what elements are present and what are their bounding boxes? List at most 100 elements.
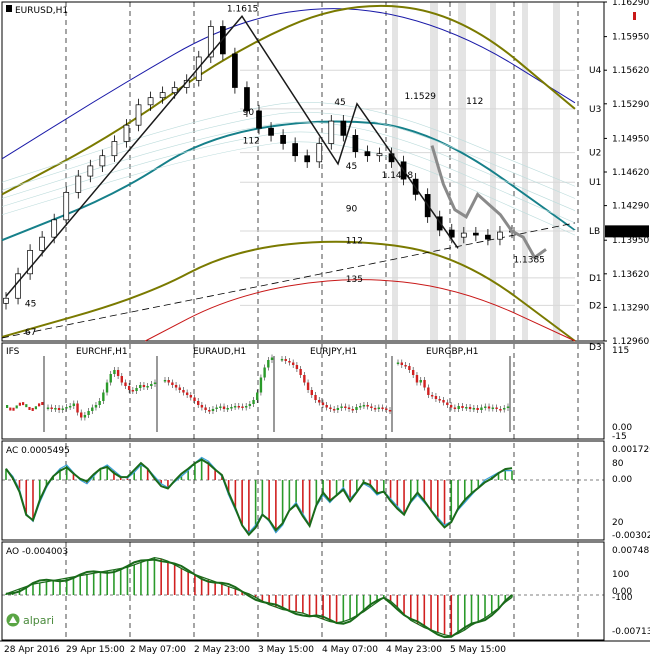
ifs-bar — [453, 407, 457, 409]
ifs-bar — [46, 407, 50, 409]
price-tick-label: 1.16290 — [612, 0, 649, 8]
ifs-bar — [373, 408, 377, 410]
ifs-bar — [150, 384, 153, 386]
fib-label: 45 — [334, 98, 345, 108]
ifs-bar — [18, 402, 21, 406]
candle-body — [111, 141, 118, 157]
candle-body — [244, 87, 250, 112]
band-olive-lower — [1, 240, 576, 342]
fib-label: 45 — [346, 162, 357, 172]
price-tick-label: 1.13290 — [612, 303, 649, 313]
ifs-bar — [415, 375, 419, 383]
ifs-bar — [438, 399, 441, 401]
ifs-bar — [465, 407, 468, 409]
ifs-bar — [120, 376, 123, 383]
candle-body — [147, 97, 154, 106]
candle-body — [87, 165, 94, 177]
candle-body — [135, 104, 142, 126]
ifs-bar — [105, 382, 109, 393]
ifs-bar — [244, 406, 248, 408]
fib-label: 67 — [25, 328, 36, 338]
candle-body — [340, 120, 347, 136]
candle-body — [99, 155, 106, 167]
brand: alpari — [6, 613, 54, 627]
ifs-bar — [91, 407, 94, 411]
time-axis-label: 4 May 23:00 — [386, 645, 442, 655]
ifs-bar — [12, 407, 15, 411]
panel-frame-main — [1, 1, 605, 342]
candle-body — [220, 26, 226, 55]
indicator-scale-label: 20 — [612, 518, 624, 528]
ifs-bar — [495, 407, 498, 409]
ifs-bar — [288, 361, 291, 363]
alpari-logo-icon — [6, 613, 20, 627]
ifs-bar — [321, 402, 325, 405]
candle-body — [448, 229, 455, 238]
ifs-bar — [291, 362, 295, 365]
ifs-bar — [189, 395, 193, 398]
ifs-bar — [336, 408, 340, 410]
candle-body — [280, 135, 286, 144]
ifs-bar — [116, 370, 120, 376]
panel-frame-ac — [1, 440, 605, 541]
session-band — [553, 3, 560, 340]
ifs-bar — [280, 359, 284, 361]
ifs-bar — [499, 409, 502, 411]
ifs-panel-label: EURJPY,H1 — [310, 347, 357, 357]
ifs-bar — [408, 366, 411, 370]
price-tick-label: 1.15290 — [612, 100, 649, 110]
ifs-bar — [80, 412, 83, 418]
ifs-bar — [303, 375, 306, 383]
session-band — [430, 3, 438, 340]
ifs-bar — [54, 408, 57, 410]
ifs-bar — [61, 408, 64, 410]
signal-line — [5, 556, 513, 637]
price-tick-label: 1.13620 — [612, 270, 649, 280]
level-label: D2 — [589, 301, 602, 311]
session-band — [522, 3, 528, 340]
ifs-bar — [219, 406, 222, 408]
level-label: U4 — [589, 66, 602, 76]
candle-body — [51, 219, 58, 238]
ifs-bar — [241, 406, 244, 408]
time-axis-label: 2 May 07:00 — [130, 645, 186, 655]
ifs-bar — [400, 362, 403, 365]
candle-body — [352, 135, 359, 152]
ifs-bar — [310, 390, 313, 395]
ifs-bar — [284, 359, 287, 361]
fib-label: 90 — [243, 108, 255, 118]
indicator-scale-label: 100 — [612, 570, 629, 580]
ifs-bar — [215, 407, 218, 409]
band-fan — [1, 111, 576, 199]
indicator-scale-label: 0.00 — [612, 475, 632, 485]
ifs-bar — [484, 406, 487, 408]
ifs-bar — [28, 406, 31, 410]
ifs-bar — [211, 409, 215, 411]
ifs-bar — [171, 382, 174, 385]
ifs-bar — [396, 362, 400, 364]
ifs-bar — [22, 402, 25, 406]
ifs-bar — [98, 401, 101, 405]
ifs-bar — [340, 406, 343, 408]
level-label: U3 — [589, 105, 601, 115]
band-blue — [1, 8, 576, 160]
panel-frame-ao — [1, 541, 605, 641]
band-fan — [1, 131, 576, 224]
ifs-bar — [50, 407, 53, 409]
ifs-bar — [113, 370, 116, 374]
ifs-bar — [355, 407, 358, 410]
ifs-bar — [83, 415, 87, 418]
ifs-bar — [377, 407, 381, 409]
indicator-title: AO -0.004003 — [6, 547, 68, 557]
ifs-bar — [270, 357, 274, 360]
ifs-bar — [442, 400, 445, 403]
ifs-bar — [38, 403, 41, 407]
ifs-bar — [139, 385, 142, 388]
ifs-bar — [131, 390, 135, 392]
ifs-bar — [252, 400, 255, 404]
candle-body — [268, 127, 274, 136]
current-price-tag — [605, 225, 649, 238]
ifs-bar — [430, 395, 434, 397]
